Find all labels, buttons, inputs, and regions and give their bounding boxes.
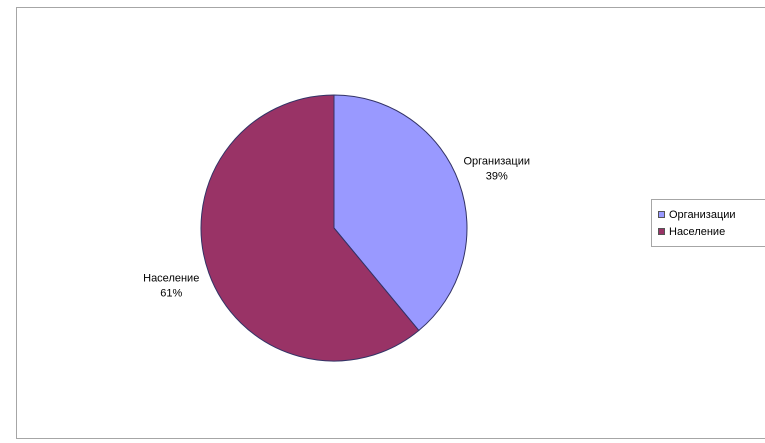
pie-slices (200, 94, 468, 362)
legend-item-population: Население (658, 223, 765, 240)
pie-slice-organizations (333, 94, 468, 332)
pie-data-labels: Организации 39% Население 61% (143, 155, 530, 299)
pie-slice-population (200, 94, 420, 362)
data-label-category-organizations: Организации (463, 155, 530, 167)
legend-label-population: Население (669, 225, 726, 238)
data-label-value-organizations: 39% (486, 170, 508, 182)
legend: Организации Население (651, 199, 765, 247)
legend-swatch-population (658, 228, 665, 235)
data-label-value-population: 61% (160, 288, 182, 300)
legend-item-organizations: Организации (658, 206, 765, 223)
data-label-category-population: Население (143, 273, 199, 285)
legend-label-organizations: Организации (669, 208, 736, 221)
legend-swatch-organizations (658, 211, 665, 218)
